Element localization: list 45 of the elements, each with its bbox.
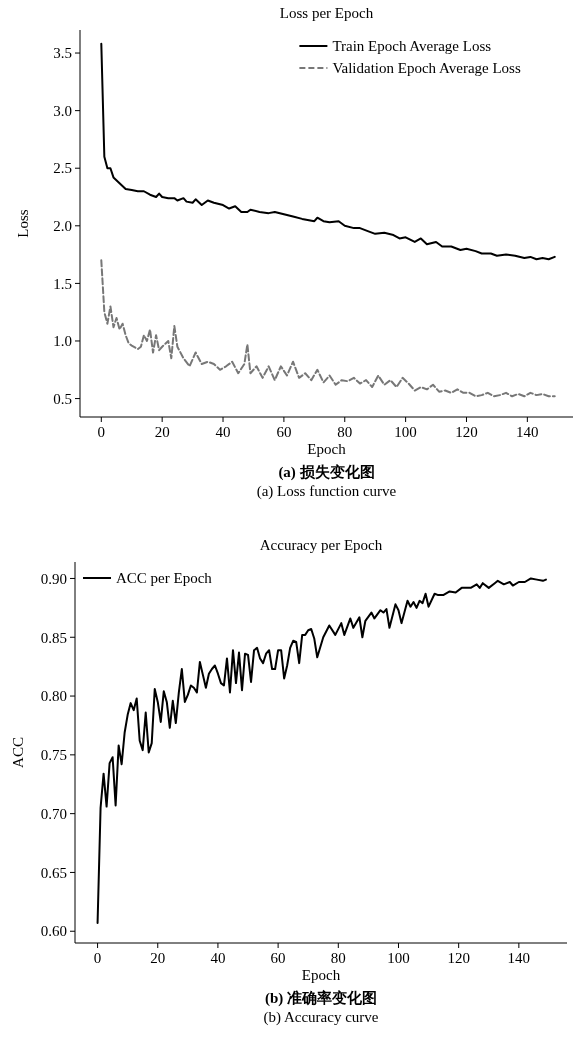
chart-title: Loss per Epoch [279, 5, 374, 21]
y-tick-label: 2.0 [53, 218, 72, 235]
y-tick-label: 0.85 [40, 629, 67, 646]
line-series [100, 42, 556, 261]
x-tick-label: 140 [516, 424, 539, 440]
text: (a) 损失变化图 [278, 463, 375, 481]
text: (a) Loss function curve [256, 483, 397, 500]
y-axis-title: ACC [10, 737, 26, 768]
x-tick-label: 80 [337, 424, 353, 440]
x-tick-label: 100 [387, 950, 410, 966]
x-tick-label: 80 [330, 950, 346, 966]
y-tick-label: 3.0 [53, 102, 72, 119]
text: (b) 准确率变化图 [264, 989, 378, 1007]
x-tick-label: 140 [507, 950, 531, 966]
x-tick-label: 0 [93, 950, 102, 966]
legend-label: Train Epoch Average Loss [332, 38, 492, 55]
text: (b) Accuracy curve [263, 1009, 379, 1026]
y-tick-label: 0.80 [40, 688, 67, 705]
x-tick-label: 60 [270, 950, 286, 966]
x-axis-title: Epoch [301, 967, 341, 983]
x-tick-label: 120 [455, 424, 478, 440]
y-tick-label: 1.5 [53, 275, 72, 292]
x-tick-label: 0 [97, 424, 106, 440]
x-tick-label: 20 [150, 950, 166, 966]
y-tick-label: 0.60 [40, 923, 67, 940]
y-tick-label: 3.5 [53, 45, 72, 62]
legend-label: ACC per Epoch [116, 570, 213, 587]
x-tick-label: 100 [394, 424, 417, 440]
x-tick-label: 40 [210, 950, 226, 966]
chart-title: Accuracy per Epoch [259, 537, 383, 553]
x-tick-label: 20 [154, 424, 170, 440]
line-series [100, 259, 556, 398]
x-tick-label: 60 [276, 424, 292, 440]
y-tick-label: 2.5 [53, 160, 72, 177]
x-axis-title: Epoch [307, 441, 347, 457]
y-tick-label: 0.90 [40, 570, 67, 587]
y-tick-label: 0.75 [40, 747, 67, 764]
y-tick-label: 0.70 [40, 805, 67, 822]
y-tick-label: 0.65 [40, 864, 67, 881]
x-tick-label: 40 [215, 424, 231, 440]
y-tick-label: 0.5 [53, 390, 72, 407]
legend-label: Validation Epoch Average Loss [332, 60, 521, 77]
x-tick-label: 120 [447, 950, 470, 966]
y-tick-label: 1.0 [53, 333, 72, 350]
y-axis-title: Loss [15, 209, 31, 238]
